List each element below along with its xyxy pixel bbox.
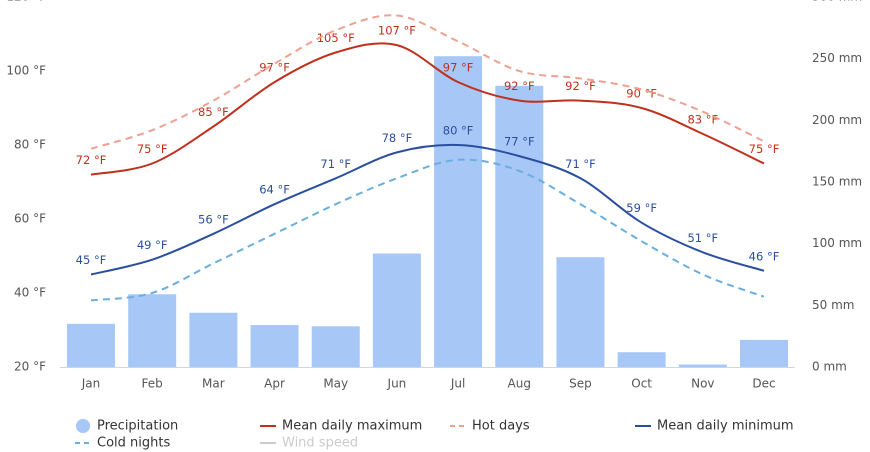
bar xyxy=(678,364,727,367)
data-label: 64 °F xyxy=(259,183,290,197)
data-label: 77 °F xyxy=(504,135,535,149)
x-tick-label: Apr xyxy=(264,377,285,391)
bar xyxy=(617,352,666,367)
bar xyxy=(250,325,299,367)
data-label: 97 °F xyxy=(443,61,474,75)
line xyxy=(90,143,765,276)
y-tick-label: 120 °F xyxy=(6,0,46,4)
y-tick-label: 40 °F xyxy=(14,286,46,300)
bar xyxy=(740,339,788,367)
data-label: 45 °F xyxy=(76,253,107,267)
bar xyxy=(372,253,421,367)
data-label: 83 °F xyxy=(687,112,718,126)
line xyxy=(90,158,765,302)
data-label: 59 °F xyxy=(626,201,657,215)
legend-label: Cold nights xyxy=(97,436,170,451)
bar xyxy=(495,85,544,368)
data-label: 72 °F xyxy=(76,153,107,167)
x-tick-label: Nov xyxy=(691,377,714,391)
y2-tick-label: 0 mm xyxy=(812,360,847,374)
x-tick-label: Jul xyxy=(450,377,465,391)
data-label: 71 °F xyxy=(565,157,596,171)
y-tick-label: 80 °F xyxy=(14,138,46,152)
data-label: 78 °F xyxy=(382,131,413,145)
data-label: 75 °F xyxy=(749,142,780,156)
bar xyxy=(67,323,115,367)
bar xyxy=(311,326,360,367)
data-label: 75 °F xyxy=(137,142,168,156)
legend-symbol xyxy=(76,419,90,433)
legend-label: Precipitation xyxy=(97,419,178,434)
legend-label: Mean daily maximum xyxy=(282,419,422,434)
line xyxy=(90,14,765,150)
data-label: 92 °F xyxy=(565,79,596,93)
y2-tick-label: 250 mm xyxy=(812,51,862,65)
x-tick-label: Jan xyxy=(81,377,101,391)
x-tick-label: Sep xyxy=(569,377,592,391)
x-tick-label: Dec xyxy=(752,377,775,391)
data-label: 71 °F xyxy=(320,157,351,171)
data-label: 92 °F xyxy=(504,79,535,93)
y2-tick-label: 100 mm xyxy=(812,236,862,250)
data-label: 97 °F xyxy=(259,61,290,75)
data-label: 105 °F xyxy=(317,31,355,45)
x-tick-label: Jun xyxy=(387,377,407,391)
bar xyxy=(434,56,483,367)
bar xyxy=(556,257,605,367)
y2-tick-label: 150 mm xyxy=(812,175,862,189)
line xyxy=(90,42,765,176)
x-tick-label: May xyxy=(323,377,348,391)
x-tick-label: Oct xyxy=(631,377,652,391)
data-label: 85 °F xyxy=(198,105,229,119)
bar xyxy=(189,312,238,367)
y-tick-label: 20 °F xyxy=(14,360,46,374)
data-label: 51 °F xyxy=(687,231,718,245)
x-tick-label: Aug xyxy=(508,377,531,391)
data-label: 107 °F xyxy=(378,24,416,38)
data-label: 80 °F xyxy=(443,124,474,138)
y2-tick-label: 50 mm xyxy=(812,298,854,312)
data-label: 90 °F xyxy=(626,87,657,101)
legend-label: Wind speed xyxy=(282,436,358,451)
legend-label: Hot days xyxy=(472,419,530,434)
legend-label: Mean daily minimum xyxy=(657,419,794,434)
x-tick-label: Mar xyxy=(202,377,225,391)
x-tick-label: Feb xyxy=(142,377,163,391)
y-tick-label: 100 °F xyxy=(6,64,46,78)
bar xyxy=(128,294,177,367)
y2-tick-label: 200 mm xyxy=(812,113,862,127)
data-label: 56 °F xyxy=(198,212,229,226)
data-label: 49 °F xyxy=(137,238,168,252)
y-tick-label: 60 °F xyxy=(14,212,46,226)
data-label: 46 °F xyxy=(749,249,780,263)
y2-tick-label: 300 mm xyxy=(812,0,862,4)
